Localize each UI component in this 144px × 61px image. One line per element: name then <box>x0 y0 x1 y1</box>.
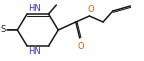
Text: O: O <box>87 5 94 14</box>
Text: O: O <box>77 42 84 51</box>
Text: HN: HN <box>28 47 41 56</box>
Text: HN: HN <box>28 4 41 13</box>
Text: S: S <box>0 25 6 35</box>
